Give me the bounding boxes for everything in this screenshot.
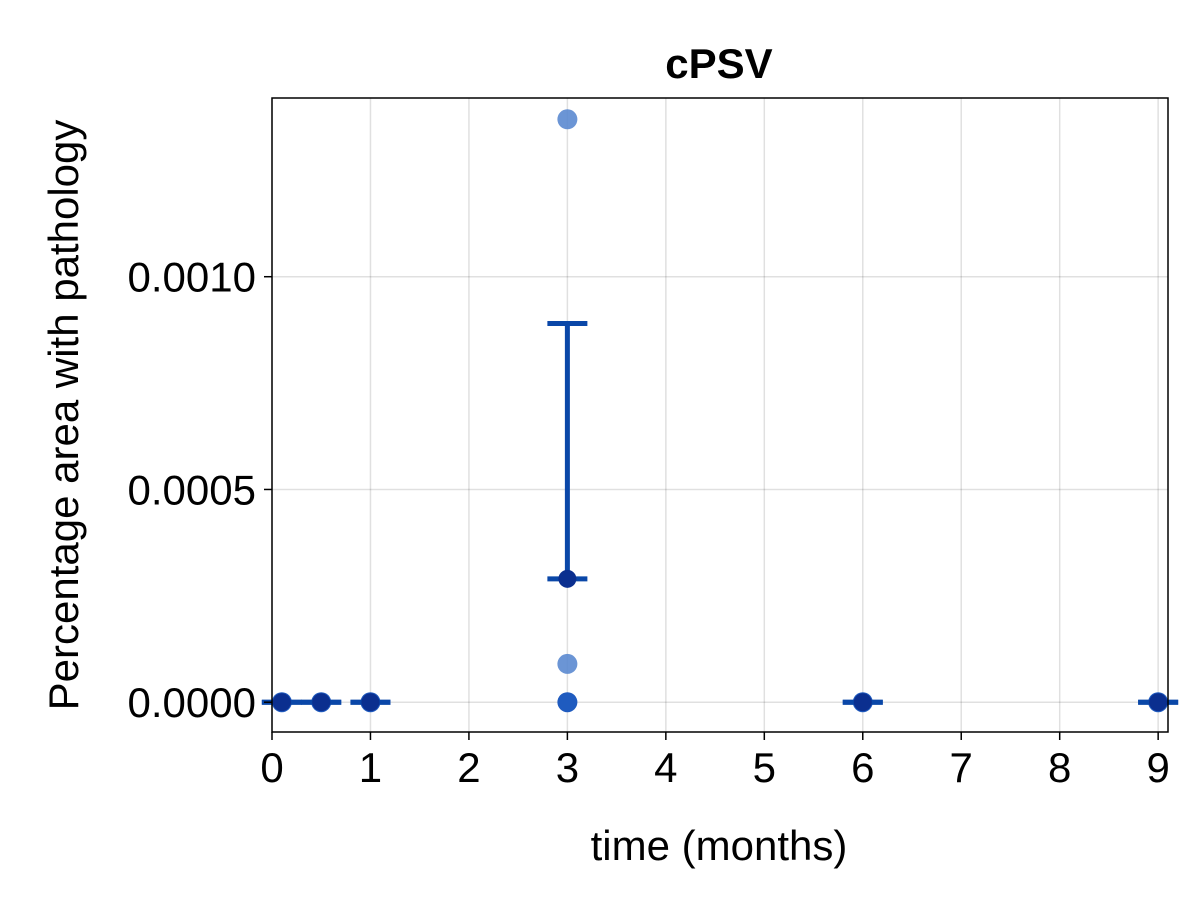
- data-point: [557, 653, 578, 674]
- ticks: 0 1 2 3 4 5 6 7 8 9 0.0000 0.0005 0.0010: [128, 254, 1170, 791]
- x-tick-label: 1: [359, 744, 382, 791]
- chart-title: cPSV: [665, 40, 772, 87]
- mean-point: [272, 693, 291, 712]
- x-tick-label: 0: [260, 744, 283, 791]
- x-axis-label: time (months): [591, 822, 848, 869]
- grid: [271, 98, 1168, 732]
- x-tick-label: 7: [950, 744, 973, 791]
- plot-frame: [271, 97, 1169, 733]
- y-axis-label: Percentage area with pathology: [40, 120, 87, 711]
- data-point: [557, 109, 578, 130]
- x-tick-label: 8: [1048, 744, 1071, 791]
- mean-point: [1149, 693, 1168, 712]
- data-point: [557, 692, 578, 713]
- x-tick-label: 6: [851, 744, 874, 791]
- y-tick-label: 0.0010: [128, 254, 256, 301]
- x-tick-label: 9: [1146, 744, 1169, 791]
- x-tick-label: 2: [457, 744, 480, 791]
- marks: [261, 109, 1179, 713]
- y-tick-label: 0.0005: [128, 466, 256, 513]
- mean-point: [558, 569, 577, 588]
- x-tick-label: 5: [753, 744, 776, 791]
- mean-point: [853, 693, 872, 712]
- y-tick-label: 0.0000: [128, 679, 256, 726]
- x-tick-label: 4: [654, 744, 677, 791]
- x-tick-label: 3: [556, 744, 579, 791]
- mean-point: [361, 693, 380, 712]
- mean-point: [312, 693, 331, 712]
